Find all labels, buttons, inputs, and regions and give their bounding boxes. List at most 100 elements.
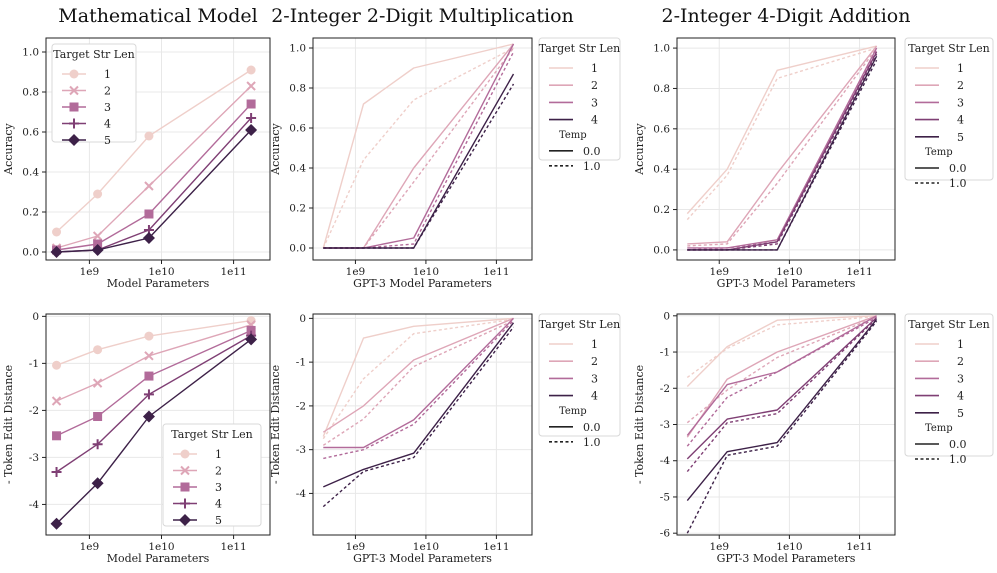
data-point bbox=[144, 131, 154, 141]
series-line-2 bbox=[687, 45, 878, 245]
series-line-3-temp-1 bbox=[687, 49, 878, 251]
data-point bbox=[52, 360, 62, 370]
chart-panel-3: 1e9 1e10 1e11 0.0 0.2 0.4 0.6 0.8 1.0 2-Integer 4… bbox=[633, 5, 994, 290]
legend-label: 4 bbox=[104, 118, 111, 131]
chart-panel-1: 1e9 1e10 1e11 0.0 0.2 0.4 0.6 0.8 1.0 Mathematica… bbox=[2, 5, 271, 290]
legend-temp-label: 0.0 bbox=[583, 421, 601, 434]
data-point bbox=[91, 244, 104, 256]
data-point bbox=[50, 517, 63, 530]
y-tick-label: 0.8 bbox=[653, 83, 670, 95]
legend-box bbox=[51, 43, 137, 143]
y-tick-label: -3 bbox=[296, 444, 306, 456]
y-tick-label: 0.0 bbox=[289, 243, 306, 255]
series-line-5-temp-1 bbox=[686, 320, 878, 534]
data-point bbox=[246, 81, 256, 91]
x-tick-label: 1e9 bbox=[709, 541, 729, 553]
series-line-4 bbox=[56, 334, 252, 473]
data-point bbox=[142, 232, 155, 244]
data-point bbox=[144, 181, 154, 191]
y-tick-label: -2 bbox=[29, 405, 39, 417]
y-tick-label: 0.0 bbox=[653, 244, 670, 256]
data-point bbox=[245, 333, 258, 346]
plot-frame bbox=[676, 37, 896, 261]
legend-label: 4 bbox=[591, 114, 598, 127]
legend-marker bbox=[179, 514, 191, 526]
y-axis-label: - Token Edit Distance bbox=[633, 365, 646, 484]
series-line-3 bbox=[56, 103, 252, 251]
data-point bbox=[144, 351, 154, 361]
chart-panel-6: 1e9 1e10 1e11 -6 -5 -4 -3 -2 -1 0 GPT-3 Model Para… bbox=[633, 310, 994, 565]
x-axis-label: GPT-3 Model Parameters bbox=[717, 552, 856, 565]
series-line-5 bbox=[56, 129, 252, 253]
legend-box bbox=[904, 37, 994, 181]
y-tick-label: 0.8 bbox=[22, 87, 39, 99]
data-point bbox=[51, 466, 62, 477]
series-line-1-temp-1 bbox=[686, 47, 877, 221]
x-tick-label: 1e10 bbox=[148, 541, 174, 553]
chart-title: 2-Integer 2-Digit Multiplication bbox=[271, 5, 574, 27]
legend-title: Target Str Len bbox=[908, 42, 989, 55]
legend-label: 3 bbox=[957, 96, 964, 109]
series-line-3-temp-1 bbox=[323, 320, 515, 460]
legend-temp-label: 0.0 bbox=[949, 162, 967, 175]
legend-label: 2 bbox=[215, 465, 222, 478]
legend-label: 4 bbox=[215, 498, 222, 511]
data-point bbox=[246, 99, 256, 109]
y-tick-label: 0.2 bbox=[653, 204, 670, 216]
series-line-2-temp-1 bbox=[687, 47, 878, 247]
data-point bbox=[50, 246, 63, 258]
y-tick-label: 1.0 bbox=[653, 43, 670, 55]
legend-box bbox=[162, 423, 262, 527]
y-tick-label: -4 bbox=[29, 499, 40, 511]
legend: Target Str Len 1 2 3 4 5 bbox=[162, 423, 262, 527]
legend-label: 2 bbox=[957, 79, 964, 92]
y-tick-label: 0.4 bbox=[289, 163, 306, 175]
y-tick-label: -1 bbox=[660, 347, 670, 359]
y-axis-label: - Token Edit Distance bbox=[2, 365, 15, 484]
legend-marker bbox=[180, 449, 190, 459]
data-point bbox=[142, 410, 155, 423]
y-tick-label: 0.4 bbox=[653, 164, 670, 176]
data-point bbox=[91, 477, 104, 490]
series-line-3-temp-1 bbox=[686, 316, 877, 447]
y-tick-label: -2 bbox=[296, 400, 306, 412]
legend-box bbox=[538, 313, 621, 437]
x-tick-label: 1e10 bbox=[413, 541, 439, 553]
x-tick-label: 1e11 bbox=[220, 541, 246, 553]
data-point bbox=[245, 124, 258, 136]
series-line-4-temp-1 bbox=[686, 318, 878, 473]
y-tick-label: 0.6 bbox=[653, 123, 670, 135]
y-tick-label: -5 bbox=[660, 491, 670, 503]
data-point bbox=[92, 231, 103, 241]
series-line-1-temp-1 bbox=[322, 47, 514, 249]
legend-temp-label: 1.0 bbox=[949, 453, 967, 466]
legend-label: 2 bbox=[591, 355, 598, 368]
legend-marker bbox=[180, 482, 190, 492]
legend-label: 5 bbox=[215, 514, 222, 527]
legend-label: 3 bbox=[104, 101, 111, 114]
legend-label: 1 bbox=[591, 338, 598, 351]
y-axis-label: Accuracy bbox=[633, 122, 646, 175]
x-tick-label: 1e11 bbox=[846, 266, 872, 278]
legend-temp-label: 1.0 bbox=[949, 177, 967, 190]
series-line-4 bbox=[323, 73, 515, 249]
legend-label: 3 bbox=[591, 96, 598, 109]
data-point bbox=[143, 389, 154, 400]
x-axis-label: GPT-3 Model Parameters bbox=[717, 277, 856, 290]
series-line-2-temp-1 bbox=[322, 319, 514, 446]
legend-temp-label: 1.0 bbox=[583, 436, 601, 449]
y-tick-label: 0 bbox=[663, 310, 670, 322]
x-axis-label: Model Parameters bbox=[107, 552, 210, 565]
y-tick-label: -3 bbox=[660, 419, 670, 431]
legend-label: 5 bbox=[104, 134, 111, 147]
legend-title: Target Str Len bbox=[908, 318, 989, 331]
series-line-3 bbox=[686, 315, 877, 436]
legend-label: 1 bbox=[215, 448, 222, 461]
data-point bbox=[52, 431, 62, 441]
x-tick-label: 1e10 bbox=[776, 266, 802, 278]
series-line-1-temp-1 bbox=[322, 318, 514, 440]
x-tick-label: 1e9 bbox=[80, 541, 100, 553]
chart-panel-4: 1e9 1e10 1e11 -4 -3 -2 -1 0 Model Parameters - To… bbox=[2, 311, 271, 565]
legend-marker bbox=[180, 465, 190, 476]
